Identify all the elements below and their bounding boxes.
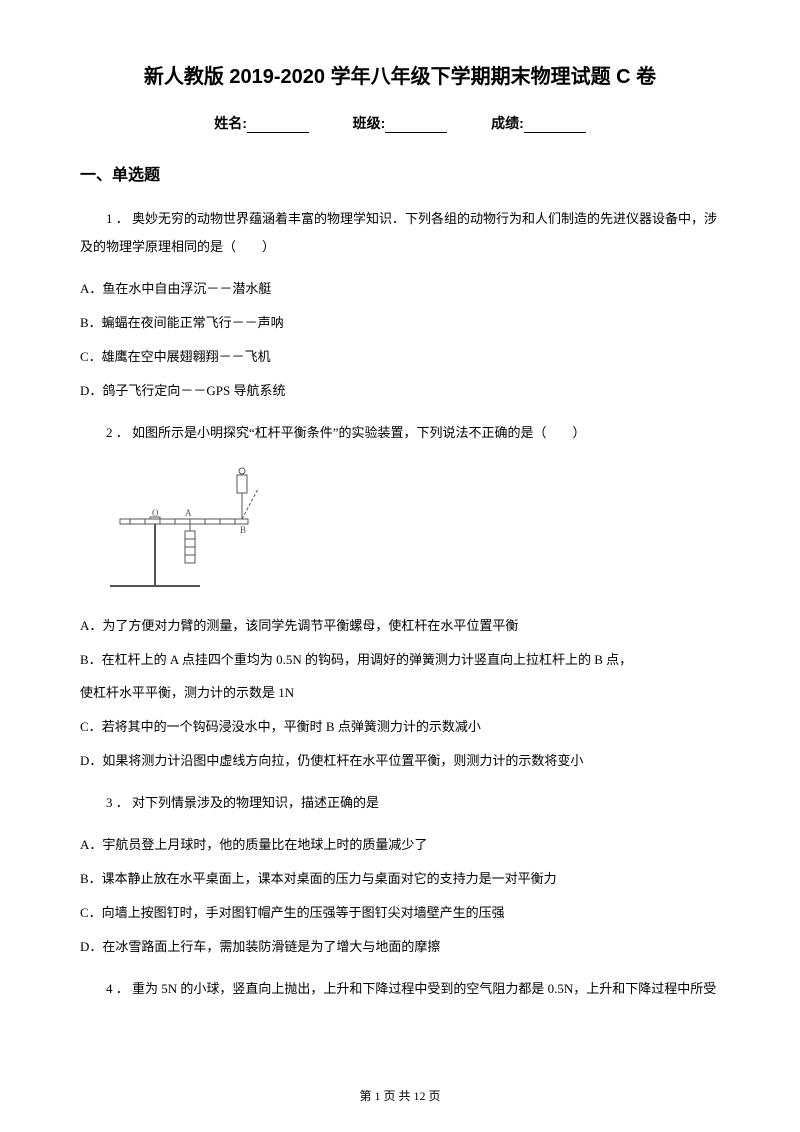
score-blank[interactable] — [524, 119, 586, 133]
section-heading-1: 一、单选题 — [80, 161, 720, 185]
q3-option-c: C．向墙上按图钉时，手对图钉帽产生的压强等于图钉尖对墙壁产生的压强 — [80, 899, 720, 927]
q3-option-b: B．课本静止放在水平桌面上，课本对桌面的压力与桌面对它的支持力是一对平衡力 — [80, 865, 720, 893]
q1-option-a: A．鱼在水中自由浮沉－－潜水艇 — [80, 275, 720, 303]
class-label: 班级: — [353, 115, 386, 131]
q2-option-b-line2: 使杠杆水平平衡，测力计的示数是 1N — [80, 679, 720, 707]
footer-total: 12 — [414, 1089, 426, 1103]
svg-text:O: O — [152, 508, 159, 518]
q2-option-a: A．为了方便对力臂的测量，该同学先调节平衡螺母，使杠杆在水平位置平衡 — [80, 612, 720, 640]
page-footer: 第 1 页 共 12 页 — [0, 1087, 800, 1104]
svg-text:B: B — [240, 525, 246, 535]
svg-text:A: A — [185, 508, 192, 518]
q3-option-d: D．在冰雪路面上行车，需加装防滑链是为了增大与地面的摩擦 — [80, 933, 720, 961]
q1-option-b: B．蝙蝠在夜间能正常飞行－－声呐 — [80, 309, 720, 337]
q3-stem: 3 ． 对下列情景涉及的物理知识，描述正确的是 — [80, 789, 720, 817]
footer-suffix: 页 — [426, 1089, 441, 1103]
q2-option-d: D．如果将测力计沿图中虚线方向拉，仍使杠杆在水平位置平衡，则测力计的示数将变小 — [80, 747, 720, 775]
q2-diagram: O A B — [90, 461, 720, 596]
q2-stem: 2 ． 如图所示是小明探究“杠杆平衡条件”的实验装置，下列说法不正确的是（ ） — [80, 419, 720, 447]
q2-option-c: C．若将其中的一个钩码浸没水中，平衡时 B 点弹簧测力计的示数减小 — [80, 713, 720, 741]
q2-option-b-line1: B．在杠杆上的 A 点挂四个重均为 0.5N 的钩码，用调好的弹簧测力计竖直向上… — [80, 646, 720, 674]
student-info-line: 姓名: 班级: 成绩: — [80, 113, 720, 133]
q1-stem: 1 ． 奥妙无穷的动物世界蕴涵着丰富的物理学知识．下列各组的动物行为和人们制造的… — [80, 205, 720, 261]
footer-prefix: 第 — [359, 1089, 374, 1103]
q3-option-a: A．宇航员登上月球时，他的质量比在地球上时的质量减少了 — [80, 831, 720, 859]
footer-mid: 页 共 — [380, 1089, 413, 1103]
name-label: 姓名: — [214, 115, 247, 131]
name-blank[interactable] — [247, 119, 309, 133]
score-label: 成绩: — [491, 115, 524, 131]
q1-option-d: D．鸽子飞行定向－－GPS 导航系统 — [80, 377, 720, 405]
exam-title: 新人教版 2019-2020 学年八年级下学期期末物理试题 C 卷 — [80, 60, 720, 89]
q1-option-c: C．雄鹰在空中展翅翱翔－－飞机 — [80, 343, 720, 371]
class-blank[interactable] — [385, 119, 447, 133]
q4-stem: 4 ． 重为 5N 的小球，竖直向上抛出，上升和下降过程中受到的空气阻力都是 0… — [80, 975, 720, 1003]
